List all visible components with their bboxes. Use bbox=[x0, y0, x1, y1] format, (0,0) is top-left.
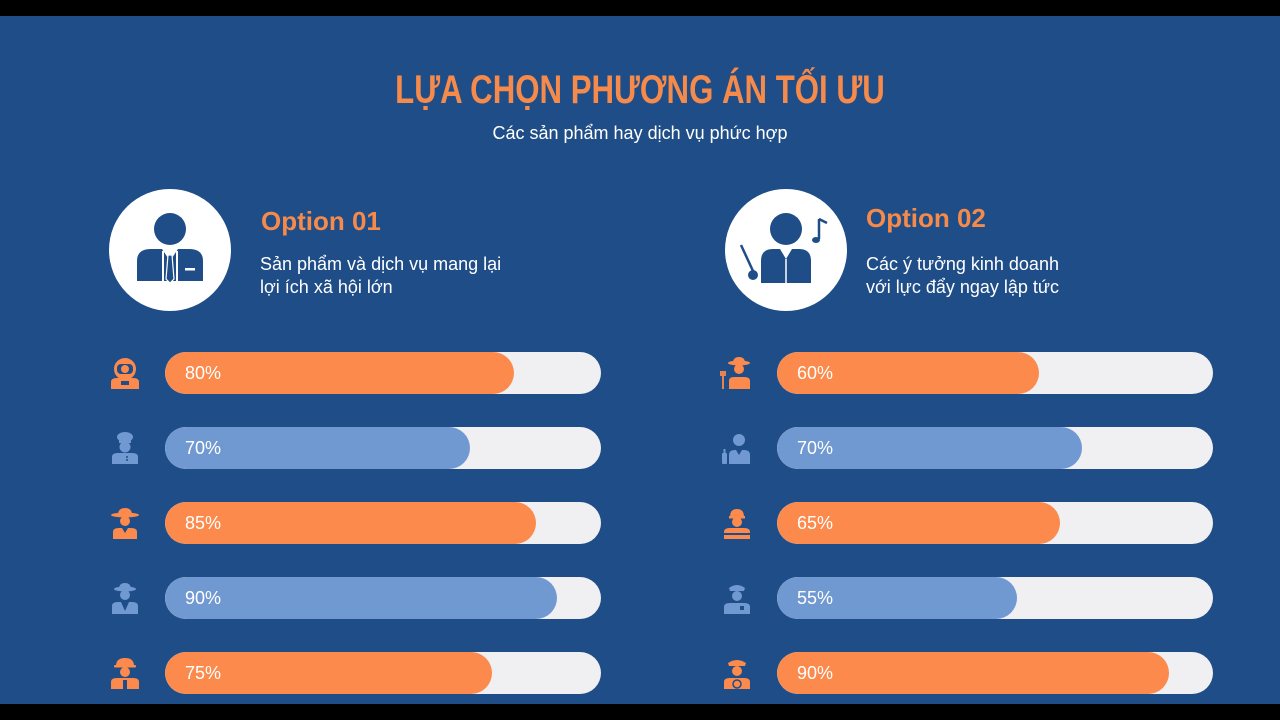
progress-label: 70% bbox=[797, 438, 834, 458]
farmer-icon bbox=[720, 356, 754, 390]
progress-label: 60% bbox=[797, 363, 834, 383]
progress-label: 85% bbox=[185, 513, 222, 533]
option-1-bar-row-1: 80% bbox=[108, 352, 601, 394]
slide: LỰA CHỌN PHƯƠNG ÁN TỐI ƯU Các sản phẩm h… bbox=[0, 16, 1280, 704]
progress-fill bbox=[777, 502, 1061, 544]
progress-track: 90% bbox=[165, 577, 601, 619]
progress-fill bbox=[777, 652, 1170, 694]
option-1-desc-line2: lợi ích xã hội lớn bbox=[260, 277, 393, 297]
progress-label: 55% bbox=[797, 588, 834, 608]
option-2-bar-row-2: 70% bbox=[720, 427, 1213, 469]
chef-icon bbox=[108, 431, 142, 465]
captain-icon bbox=[720, 656, 754, 690]
option-2-bar-row-5: 90% bbox=[720, 652, 1213, 694]
progress-track: 65% bbox=[777, 502, 1213, 544]
progress-label: 70% bbox=[185, 438, 222, 458]
astronaut-icon bbox=[108, 356, 142, 390]
progress-fill bbox=[165, 652, 492, 694]
progress-fill bbox=[165, 427, 471, 469]
progress-track: 55% bbox=[777, 577, 1213, 619]
option-2-desc-line2: với lực đẩy ngay lập tức bbox=[866, 277, 1059, 297]
progress-label: 75% bbox=[185, 663, 222, 683]
option-2-desc-line1: Các ý tưởng kinh doanh bbox=[866, 254, 1059, 274]
progress-track: 60% bbox=[777, 352, 1213, 394]
police-icon bbox=[720, 581, 754, 615]
option-1-bar-row-5: 75% bbox=[108, 652, 601, 694]
detective-icon bbox=[108, 581, 142, 615]
firefighter-icon bbox=[108, 656, 142, 690]
option-1-description: Sản phẩm và dịch vụ mang lại lợi ích xã … bbox=[260, 253, 560, 299]
progress-track: 90% bbox=[777, 652, 1213, 694]
option-1-desc-line1: Sản phẩm và dịch vụ mang lại bbox=[260, 254, 502, 274]
option-1-bar-row-2: 70% bbox=[108, 427, 601, 469]
option-1-bar-row-4: 90% bbox=[108, 577, 601, 619]
progress-label: 65% bbox=[797, 513, 834, 533]
option-2-bar-row-1: 60% bbox=[720, 352, 1213, 394]
progress-track: 85% bbox=[165, 502, 601, 544]
progress-fill bbox=[165, 352, 514, 394]
progress-fill bbox=[777, 352, 1039, 394]
conductor-icon bbox=[725, 189, 847, 311]
option-1-title: Option 01 bbox=[261, 206, 381, 236]
progress-track: 70% bbox=[777, 427, 1213, 469]
progress-track: 80% bbox=[165, 352, 601, 394]
progress-fill bbox=[777, 427, 1083, 469]
worker-icon bbox=[720, 506, 754, 540]
option-2-description: Các ý tưởng kinh doanh với lực đẩy ngay … bbox=[866, 253, 1166, 299]
progress-fill bbox=[165, 577, 558, 619]
bartender-icon bbox=[720, 431, 754, 465]
option-2-bar-row-4: 55% bbox=[720, 577, 1213, 619]
option-2-bar-row-3: 65% bbox=[720, 502, 1213, 544]
page-title: LỰA CHỌN PHƯƠNG ÁN TỐI ƯU bbox=[395, 68, 885, 112]
progress-track: 75% bbox=[165, 652, 601, 694]
progress-label: 80% bbox=[185, 363, 222, 383]
page-subtitle: Các sản phẩm hay dịch vụ phức hợp bbox=[492, 123, 788, 143]
businessman-icon bbox=[109, 189, 231, 311]
progress-label: 90% bbox=[797, 663, 834, 683]
option-2-title: Option 02 bbox=[866, 203, 986, 233]
progress-track: 70% bbox=[165, 427, 601, 469]
progress-label: 90% bbox=[185, 588, 222, 608]
cowboy-icon bbox=[108, 506, 142, 540]
progress-fill bbox=[165, 502, 536, 544]
option-1-bar-row-3: 85% bbox=[108, 502, 601, 544]
progress-fill bbox=[777, 577, 1017, 619]
